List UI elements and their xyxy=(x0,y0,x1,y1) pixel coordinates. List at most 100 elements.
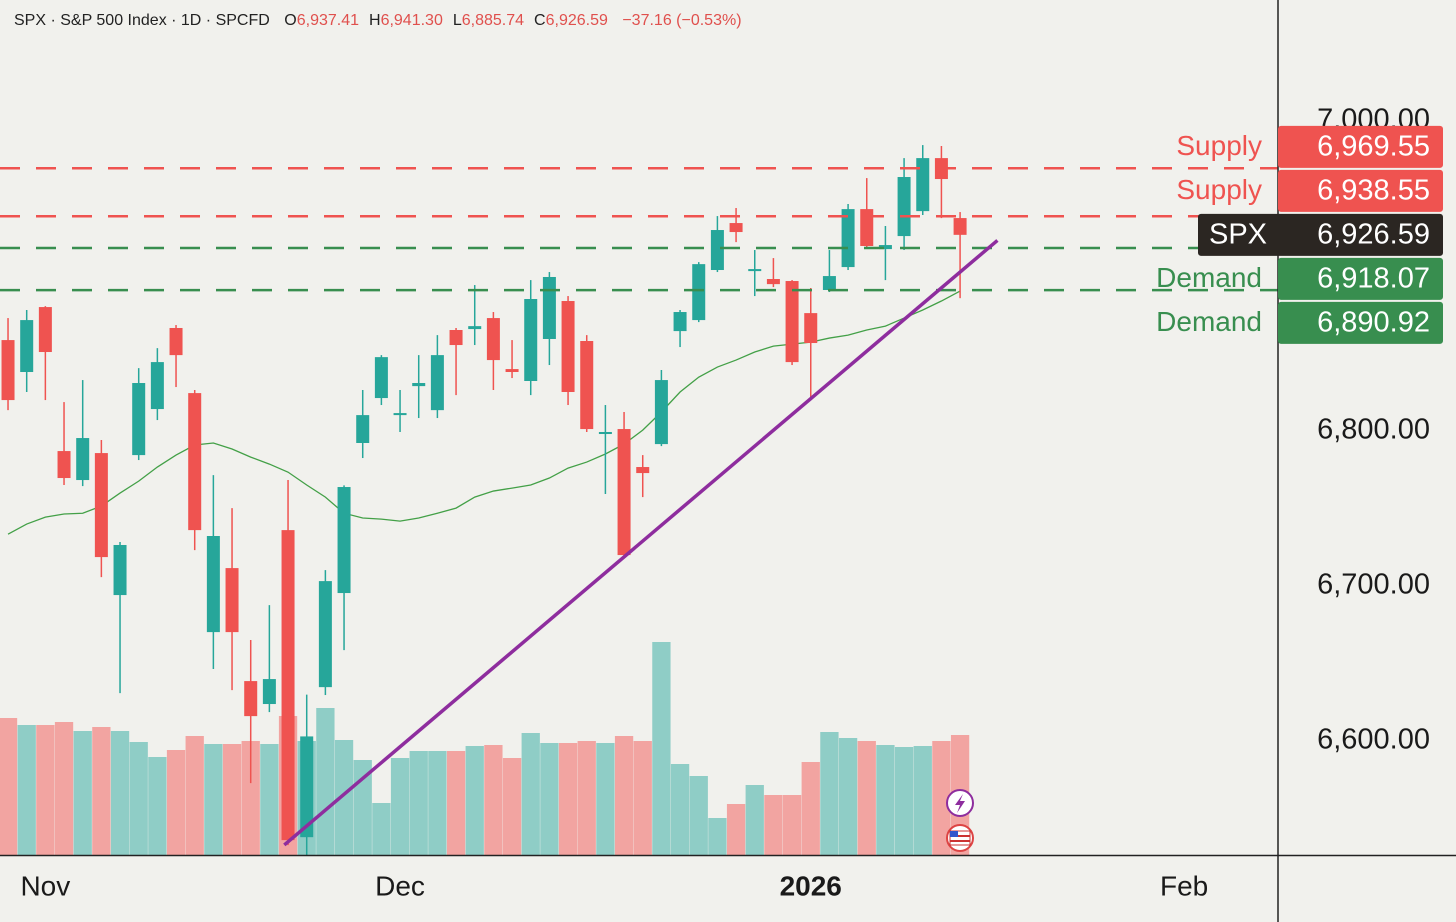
candle-body xyxy=(412,383,426,387)
volume-bar xyxy=(222,744,242,855)
candle-body xyxy=(300,736,314,838)
candle-body xyxy=(860,209,874,246)
candle-body xyxy=(38,307,52,353)
volume-bar xyxy=(708,818,727,855)
ohlc-value: 6,926.59 xyxy=(545,12,608,29)
level-label: Demand xyxy=(1156,262,1262,293)
plot-area xyxy=(0,145,1278,855)
symbol-header: SPX · S&P 500 Index · 1D · SPCFD O6,937.… xyxy=(14,12,742,30)
candle-body xyxy=(374,357,388,399)
volume-bar xyxy=(502,758,522,855)
volume-bar xyxy=(241,741,260,855)
y-tick-label: 6,800.00 xyxy=(1317,414,1430,446)
candle-body xyxy=(916,158,930,212)
candle-body xyxy=(449,330,463,346)
candle-body xyxy=(468,326,482,330)
candle-body xyxy=(505,369,519,373)
candle-body xyxy=(841,209,855,268)
volume-bar xyxy=(390,758,410,855)
volume-bar xyxy=(372,803,391,855)
candle-body xyxy=(430,355,444,411)
ohlc-value: 6,941.30 xyxy=(380,12,443,29)
x-tick-label: Nov xyxy=(20,870,70,901)
volume-bar xyxy=(110,731,130,855)
candle-body xyxy=(262,679,276,705)
candle-body xyxy=(337,487,351,594)
ohlc-key: O xyxy=(284,12,297,29)
candle-body xyxy=(150,362,164,410)
candle-body xyxy=(654,380,668,445)
level-value: 6,918.07 xyxy=(1317,263,1430,295)
candle-body xyxy=(822,276,836,291)
volume-bar xyxy=(558,743,578,855)
candle-body xyxy=(542,276,556,339)
volume-bar xyxy=(129,742,148,855)
volume-bar xyxy=(876,745,895,855)
candle-body xyxy=(76,438,90,481)
volume-bar xyxy=(316,708,335,855)
y-tick-label: 6,700.00 xyxy=(1317,569,1430,601)
candle-body xyxy=(1,340,15,401)
volume-bar xyxy=(36,725,55,855)
candle-body xyxy=(673,312,687,332)
candle-body xyxy=(113,544,127,596)
price-change: −37.16 (−0.53%) xyxy=(622,12,742,29)
volume-bar xyxy=(894,747,914,855)
volume-bar xyxy=(577,741,596,855)
volume-bar xyxy=(820,732,839,855)
volume-bar xyxy=(838,738,858,855)
current-price-symbol: SPX xyxy=(1209,219,1267,251)
volume-bar xyxy=(409,751,428,855)
candle-body xyxy=(785,281,799,363)
volume-bar xyxy=(913,746,932,855)
candle-body xyxy=(878,245,892,250)
level-tag xyxy=(1278,125,1443,168)
x-tick-label: Feb xyxy=(1160,870,1208,901)
volume-bar xyxy=(670,764,690,855)
level-tag xyxy=(1278,301,1443,344)
candle-body xyxy=(244,681,258,717)
ohlc-key: H xyxy=(369,12,381,29)
candle-body xyxy=(766,279,780,285)
candle-body xyxy=(393,413,407,416)
volume-bar xyxy=(652,642,671,855)
time-scale: Nov Dec 2026 Feb xyxy=(20,870,1208,901)
candle-body xyxy=(318,581,332,688)
volume-bar xyxy=(17,725,36,855)
candle-body xyxy=(94,453,108,558)
level-tag xyxy=(1278,169,1443,212)
volume-bar xyxy=(801,762,820,855)
volume-bar xyxy=(0,718,18,855)
candle-body xyxy=(524,299,538,381)
volume-bar xyxy=(465,746,484,855)
flag-canton xyxy=(950,831,958,837)
volume-bar xyxy=(92,727,111,855)
current-price-tag xyxy=(1198,213,1443,256)
lightning-glyph xyxy=(955,794,965,813)
volume-bar xyxy=(689,776,708,855)
volume-bar xyxy=(540,743,559,855)
candle-body xyxy=(225,568,239,633)
level-label: Demand xyxy=(1156,306,1262,337)
volume-bar xyxy=(166,750,186,855)
candle-body xyxy=(710,230,724,271)
candle-body xyxy=(57,451,71,479)
candle-body xyxy=(206,536,220,633)
x-tick-label: Dec xyxy=(375,870,425,901)
volume-bar xyxy=(932,741,951,855)
volume-bar xyxy=(745,785,764,855)
candle-body xyxy=(561,301,575,393)
volume-bar xyxy=(54,722,74,855)
volume-bar xyxy=(521,733,540,855)
candle-body xyxy=(188,393,202,531)
volume-bar xyxy=(148,757,167,855)
volume-bar xyxy=(764,795,783,855)
x-tick-label: 2026 xyxy=(780,870,842,901)
level-value: 6,938.55 xyxy=(1317,175,1430,207)
candle-body xyxy=(804,313,818,344)
candle-body xyxy=(729,223,743,233)
current-price-value: 6,926.59 xyxy=(1317,219,1430,251)
volume-bar xyxy=(334,740,354,855)
ohlc-value: 6,885.74 xyxy=(461,12,525,29)
